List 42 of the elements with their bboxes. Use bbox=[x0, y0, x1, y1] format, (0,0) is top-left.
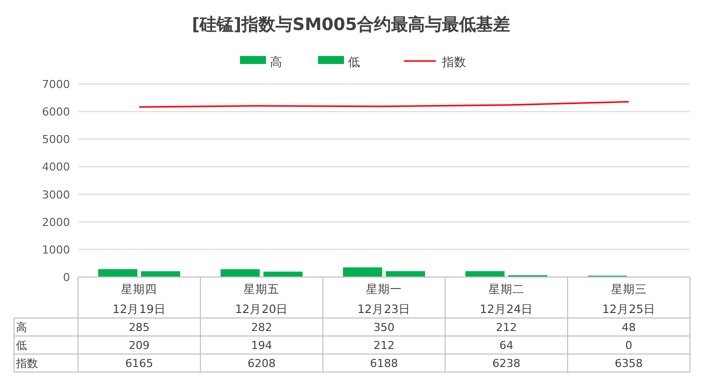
x-tick-label: 星期二 12月24日 bbox=[480, 282, 534, 316]
y-tick-label: 4000 bbox=[42, 160, 70, 174]
data-label: 64 bbox=[499, 339, 514, 352]
y-tick-label: 2000 bbox=[42, 216, 70, 229]
data-label: 194 bbox=[251, 339, 272, 352]
x-tick-label: 星期三 12月25日 bbox=[602, 282, 656, 316]
data-label: 282 bbox=[251, 321, 272, 334]
x-tick-label: 星期五 12月20日 bbox=[234, 282, 288, 316]
data-label: 6188 bbox=[370, 357, 398, 370]
bar bbox=[98, 269, 138, 277]
y-tick-label: 5000 bbox=[42, 133, 70, 146]
y-tick-label: 7000 bbox=[42, 78, 70, 91]
data-label: 350 bbox=[374, 321, 394, 334]
x-tick-label: 星期一 12月23日 bbox=[357, 282, 411, 316]
y-tick-label: 0 bbox=[63, 271, 70, 284]
data-label: 212 bbox=[374, 339, 394, 352]
y-tick-label: 3000 bbox=[42, 188, 70, 202]
data-label: 6165 bbox=[125, 357, 154, 370]
data-label: 209 bbox=[128, 339, 150, 352]
x-tick-label: 星期四 12月19日 bbox=[112, 282, 166, 316]
legend-label: 高 bbox=[270, 55, 282, 69]
bar bbox=[465, 271, 505, 277]
data-label: 6208 bbox=[248, 357, 276, 370]
data-label: 48 bbox=[622, 321, 636, 334]
bar bbox=[263, 272, 303, 277]
y-tick-label: 6000 bbox=[42, 106, 70, 119]
bar bbox=[342, 267, 382, 277]
legend-label: 低 bbox=[348, 55, 360, 69]
bar bbox=[141, 271, 180, 277]
text: 指数 bbox=[16, 357, 38, 370]
data-label: 6358 bbox=[614, 357, 643, 370]
chart-title: [硅锰]指数与SM005合约最高与最低基差 bbox=[192, 15, 510, 35]
y-tick-label: 1000 bbox=[42, 243, 70, 256]
bar bbox=[386, 271, 426, 277]
bar bbox=[220, 269, 260, 277]
text: 低 bbox=[16, 339, 27, 352]
legend-label: 指数 bbox=[441, 55, 466, 69]
data-label: 0 bbox=[625, 339, 632, 352]
text: 高 bbox=[16, 321, 27, 334]
data-label: 212 bbox=[496, 321, 517, 334]
data-label: 285 bbox=[128, 321, 150, 334]
data-label: 6238 bbox=[492, 357, 520, 370]
